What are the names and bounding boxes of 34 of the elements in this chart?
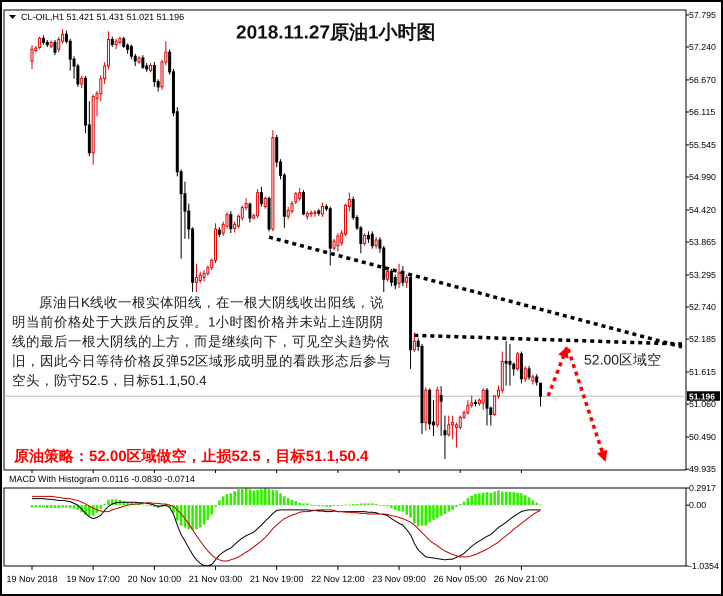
y-tick-label: 0.2917 [689,483,716,493]
ref-line-label: 51.196 [689,391,716,402]
y-tick-label: 55.545 [689,140,716,150]
x-tick-label: 21 Nov 03:00 [188,574,242,584]
y-tick-label: 52.185 [689,334,716,344]
x-tick-label: 21 Nov 19:00 [250,574,304,584]
x-tick-label: 19 Nov 17:00 [66,574,120,584]
y-tick-label: 53.295 [689,270,716,280]
text: 2018.11.27原油1小时图 [236,22,436,44]
chart-title: MACD With Histogram 0.0116 -0.0830 -0.0714 [9,474,195,484]
y-tick-label: 50.490 [689,432,716,442]
y-tick-label: 53.865 [689,237,716,248]
x-tick-label: 23 Nov 09:00 [372,574,426,584]
x-tick-label: 26 Nov 05:00 [433,574,488,584]
y-tick-label: 51.060 [689,399,716,410]
y-tick-label: 54.990 [689,172,716,182]
y-tick-label: 52.740 [689,302,716,312]
y-tick-label: 56.115 [689,106,716,117]
y-tick-label: 0.00 [689,500,706,510]
y-tick-label: 49.935 [689,464,716,474]
y-tick-label: 56.670 [689,74,716,85]
x-tick-label: 22 Nov 12:00 [311,574,365,584]
annotation: 原油日K线收一根实体阳线，在一根大阴线收出阳线，说明当前价格处于大跌后的反弹。1小时图价格并未站上连阴阴线的最后一根大阴线的上方，而是继续向下，可见空头趋势依旧，因此今日等待价格反弹52区域形成明显的看跌形态后参与空头，防守52.5，目标51.1,50.4 [12,294,392,388]
y-tick-label: 57.240 [689,42,716,52]
chart-subtitle: CL-OIL,H1 51.421 51.431 51.021 51.196 [21,12,184,22]
x-tick-label: 26 Nov 21:00 [494,574,548,584]
x-tick-label: 20 Nov 10:00 [128,574,182,584]
annotation: 52.00区域空 [584,351,662,368]
annotation: 原油策略：52.00区域做空，止损52.5，目标51.1,50.4 [13,447,369,466]
y-tick-label: -1.0354 [689,561,719,571]
y-tick-label: 54.420 [689,204,716,215]
x-tick-label: 19 Nov 2018 [6,574,58,584]
y-tick-label: 51.615 [689,367,716,378]
y-tick-label: 57.795 [689,10,716,20]
